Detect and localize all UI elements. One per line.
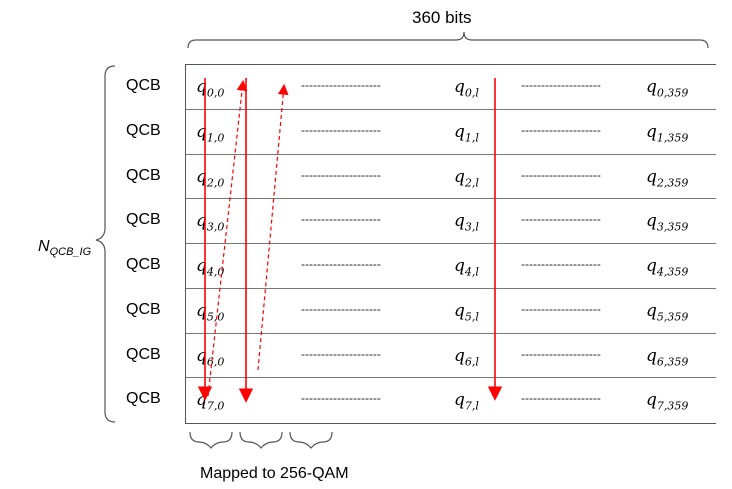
matrix-row: q0,0 q0,l q0,359 -------------------- ------… (186, 65, 716, 110)
qcb-row-label: QCB (126, 300, 161, 318)
cell-last: q2,359 (646, 166, 689, 189)
matrix-row: q2,0 q2,l q2,359 -------------------- ------… (186, 155, 716, 200)
cell-l: q3,l (454, 211, 479, 234)
matrix-row: q6,0 q6,l q6,359 -------------------- ------… (186, 334, 716, 379)
ellipsis-dashes: -------------------- (521, 391, 601, 406)
ellipsis-dashes: -------------------- (521, 257, 601, 271)
mapping-label: Mapped to 256-QAM (200, 465, 349, 482)
ellipsis-dashes: -------------------- (521, 78, 601, 92)
cell-last: q3,359 (646, 211, 689, 234)
cell-first: q5,0 (196, 300, 225, 324)
qcb-row-label: QCB (126, 390, 161, 408)
cell-last: q4,359 (646, 256, 689, 279)
mapping-braces (189, 431, 333, 449)
ellipsis-dashes: -------------------- (521, 212, 601, 227)
qcb-row-label: QCB (126, 121, 161, 139)
ellipsis-dashes: -------------------- (301, 78, 381, 92)
cell-l: q2,l (454, 166, 479, 189)
cell-last: q6,359 (646, 345, 689, 368)
ellipsis-dashes: -------------------- (521, 346, 601, 361)
cell-l: q4,l (454, 256, 479, 279)
qcb-row-label: QCB (126, 166, 161, 184)
return-arrow-2 (257, 83, 289, 371)
ellipsis-dashes: -------------------- (301, 301, 381, 316)
ellipsis-dashes: -------------------- (301, 167, 381, 182)
ellipsis-dashes: -------------------- (521, 301, 601, 316)
qcb-row-label: QCB (126, 211, 161, 229)
qcb-row-label: QCB (126, 345, 161, 363)
cell-last: q5,359 (646, 300, 689, 324)
brace-2 (239, 431, 283, 449)
matrix-row: q3,0 q3,l q3,359 -------------------- ------… (186, 199, 716, 244)
cell-l: q0,l (454, 77, 479, 100)
qcb-row-label: QCB (126, 77, 161, 94)
ellipsis-dashes: -------------------- (521, 167, 601, 182)
cell-first: q4,0 (196, 256, 225, 279)
cell-l: q7,l (454, 390, 479, 413)
ellipsis-dashes: -------------------- (301, 346, 381, 361)
cell-l: q1,l (454, 121, 479, 145)
cell-first: q2,0 (196, 166, 225, 189)
cell-last: q1,359 (646, 121, 689, 145)
cell-l: q6,l (454, 345, 479, 368)
ellipsis-dashes: -------------------- (521, 122, 601, 137)
matrix-row: q5,0 q5,l q5,359 -------------------- ------… (186, 289, 716, 334)
cell-first: q0,0 (196, 77, 225, 100)
group-size-label: NQCB_IG (38, 238, 92, 259)
cell-last: q0,359 (646, 77, 689, 100)
matrix-row: q4,0 q4,l q4,359 -------------------- ------… (186, 244, 716, 289)
left-brace (95, 65, 116, 423)
ellipsis-dashes: -------------------- (301, 212, 381, 227)
return-arrow-1 (207, 79, 248, 397)
cell-first: q3,0 (196, 211, 225, 234)
bits-count-label: 360 bits (412, 8, 472, 27)
cell-last: q7,359 (646, 390, 689, 413)
qcb-matrix: q0,0 q0,l q0,359 -------------------- ------… (185, 64, 716, 424)
ellipsis-dashes: -------------------- (301, 391, 381, 406)
brace-1 (189, 431, 233, 449)
matrix-row: q1,0 q1,l q1,359 -------------------- ------… (186, 110, 716, 155)
ellipsis-dashes: -------------------- (301, 257, 381, 271)
qcb-row-label: QCB (126, 256, 161, 273)
cell-l: q5,l (454, 300, 479, 324)
ellipsis-dashes: -------------------- (301, 122, 381, 137)
brace-3 (289, 431, 333, 449)
top-brace (187, 31, 709, 49)
cell-first: q1,0 (196, 121, 225, 145)
